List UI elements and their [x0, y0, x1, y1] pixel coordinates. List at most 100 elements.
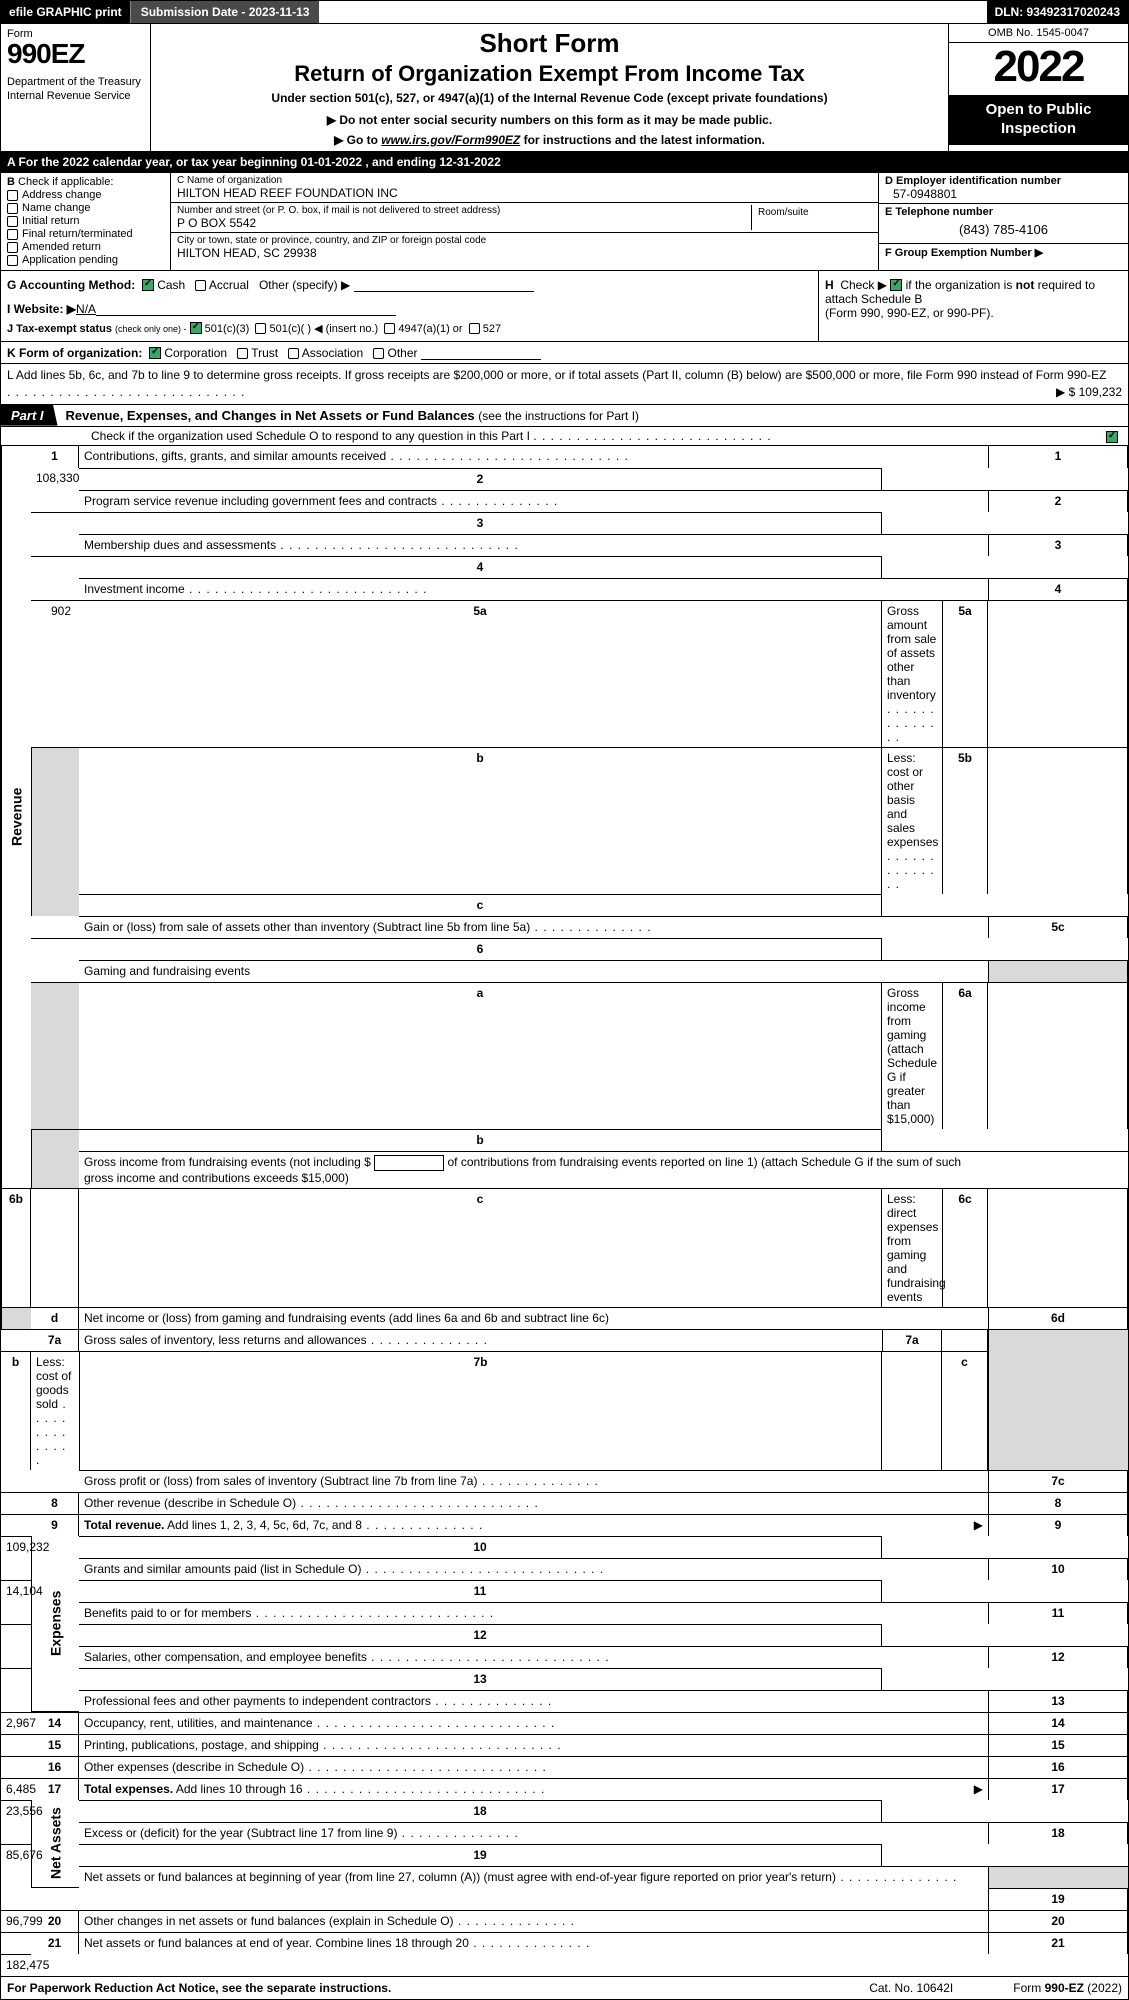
checkbox-other-org[interactable] [373, 348, 384, 359]
part-i-title-text: Revenue, Expenses, and Changes in Net As… [66, 408, 475, 423]
line-num: 16 [31, 1756, 79, 1778]
line-desc: Investment income [79, 578, 988, 600]
short-form-title: Short Form [157, 28, 942, 59]
main-title: Return of Organization Exempt From Incom… [157, 61, 942, 87]
contrib-amount-box[interactable] [374, 1155, 444, 1171]
part-i-check-text: Check if the organization used Schedule … [91, 429, 530, 443]
line-amount: 108,330 [31, 468, 79, 490]
checkbox-527[interactable] [469, 323, 480, 334]
line-amount: 96,799 [1, 1910, 31, 1932]
website-line [96, 302, 396, 316]
sub-line-val [31, 1188, 79, 1307]
j-note: (check only one) - [115, 324, 187, 334]
checkbox-association[interactable] [288, 348, 299, 359]
header-left: Form 990EZ Department of the Treasury In… [1, 24, 151, 151]
irs-link[interactable]: www.irs.gov/Form990EZ [381, 133, 520, 147]
gh-right: H Check ▶ if the organization is not req… [818, 271, 1128, 341]
line-ref: 5c [988, 916, 1128, 938]
line-num: 12 [79, 1624, 882, 1646]
line-ref: 1 [988, 446, 1128, 468]
line-desc-6b-cont [988, 1151, 1128, 1188]
gh-left: G Accounting Method: Cash Accrual Other … [1, 271, 818, 341]
line-num: c [79, 894, 882, 916]
checkbox-cash[interactable] [142, 279, 154, 291]
checkbox-address-change[interactable] [7, 190, 18, 201]
line-ref: 13 [988, 1690, 1128, 1712]
tel-block: E Telephone number (843) 785-4106 [879, 203, 1128, 244]
omb-number: OMB No. 1545-0047 [949, 24, 1128, 43]
line-num: 3 [79, 512, 882, 534]
line-amount: 6,485 [1, 1778, 31, 1800]
opt-4947: 4947(a)(1) or [398, 323, 462, 335]
shaded-cell [988, 1329, 1128, 1470]
other-specify-input[interactable] [354, 278, 534, 292]
subtitle: Under section 501(c), 527, or 4947(a)(1)… [157, 91, 942, 105]
opt-501c: 501(c)( ) ◀ (insert no.) [269, 323, 378, 335]
h-not: not [1016, 278, 1035, 292]
checkbox-application-pending[interactable] [7, 255, 18, 266]
checkbox-corporation[interactable] [149, 347, 161, 359]
checkbox-501c[interactable] [255, 323, 266, 334]
checkbox-schedule-o[interactable] [1106, 431, 1118, 443]
instruction-ssn: ▶ Do not enter social security numbers o… [157, 113, 942, 127]
top-bar: efile GRAPHIC print Submission Date - 20… [1, 1, 1128, 24]
column-c: C Name of organization HILTON HEAD REEF … [171, 173, 878, 270]
line-desc: Gaming and fundraising events [79, 960, 988, 982]
line-amount [1, 1734, 31, 1756]
opt-cash: Cash [157, 278, 185, 292]
line-amount: 14,104 [1, 1580, 31, 1602]
opt-amended-return: Amended return [22, 241, 101, 253]
line-desc-6b-top: Gross income from fundraising events (no… [79, 1151, 988, 1188]
checkbox-final-return[interactable] [7, 229, 18, 240]
opt-corporation: Corporation [164, 346, 227, 360]
line-desc: Occupancy, rent, utilities, and maintena… [79, 1712, 988, 1734]
line-num: b [79, 1129, 882, 1151]
line-amount: 2,967 [1, 1712, 31, 1734]
sub-line-val [988, 1188, 1128, 1307]
line-desc: Contributions, gifts, grants, and simila… [79, 446, 988, 468]
h-check-arrow: Check ▶ [840, 278, 887, 292]
line-num: 14 [31, 1712, 79, 1734]
checkbox-initial-return[interactable] [7, 216, 18, 227]
accounting-method-row: G Accounting Method: Cash Accrual Other … [7, 277, 812, 292]
shaded-cell [31, 982, 79, 1129]
opt-association: Association [302, 346, 363, 360]
line-num: 7a [31, 1329, 79, 1351]
ein-value: 57-0948801 [885, 187, 1122, 201]
opt-final-return: Final return/terminated [22, 228, 133, 240]
sub-line-val [988, 982, 1128, 1129]
tax-year: 2022 [949, 43, 1128, 95]
form-number: 990EZ [7, 38, 144, 70]
addr-label: Number and street (or P. O. box, if mail… [177, 205, 751, 216]
checkbox-name-change[interactable] [7, 203, 18, 214]
line-desc: Total expenses. Add lines 10 through 16▶ [79, 1778, 988, 1800]
checkbox-4947[interactable] [384, 323, 395, 334]
opt-527: 527 [483, 323, 501, 335]
header-right: OMB No. 1545-0047 2022 Open to Public In… [948, 24, 1128, 151]
website-value: N/A [76, 302, 96, 316]
line-desc: Gross amount from sale of assets other t… [882, 600, 942, 747]
checkbox-accrual[interactable] [195, 280, 206, 291]
line-desc: Salaries, other compensation, and employ… [79, 1646, 988, 1668]
row-l: L Add lines 5b, 6c, and 7b to line 9 to … [1, 363, 1128, 404]
opt-initial-return: Initial return [22, 215, 79, 227]
checkbox-501c3[interactable] [190, 322, 202, 334]
line-num: 6 [79, 938, 882, 960]
checkbox-trust[interactable] [237, 348, 248, 359]
other-org-input[interactable] [421, 346, 541, 360]
sub-line-ref: 6b [1, 1188, 31, 1307]
line-ref: 11 [988, 1602, 1128, 1624]
e-label: E Telephone number [885, 206, 1122, 218]
part-i-tab: Part I [1, 405, 58, 426]
line-num: 19 [79, 1844, 882, 1866]
checkbox-amended-return[interactable] [7, 242, 18, 253]
line-ref: 4 [988, 578, 1128, 600]
checkbox-schedule-b[interactable] [890, 279, 902, 291]
department-label: Department of the Treasury Internal Reve… [7, 76, 144, 104]
goto-prefix: ▶ Go to [334, 133, 381, 147]
line-amount: 902 [31, 600, 79, 747]
line-amount: 109,232 [1, 1536, 31, 1558]
l-dots [7, 385, 245, 399]
line-num: b [79, 747, 882, 894]
row-k: K Form of organization: Corporation Trus… [1, 341, 1128, 363]
